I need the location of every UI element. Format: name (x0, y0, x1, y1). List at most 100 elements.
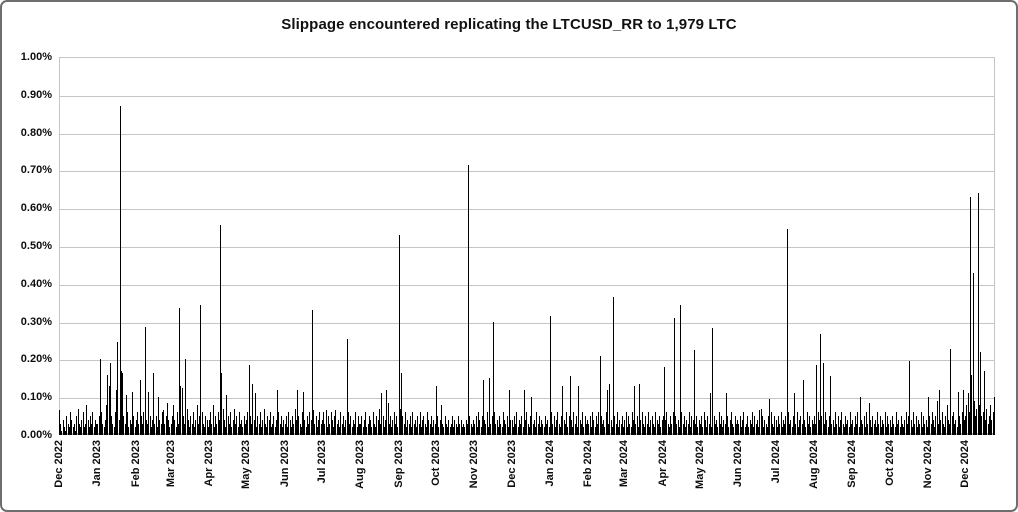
bar (484, 419, 486, 435)
bar (392, 419, 394, 435)
bar (342, 416, 344, 435)
bar (237, 427, 239, 435)
bar (987, 423, 989, 435)
bar (851, 423, 853, 435)
bar (385, 419, 387, 435)
bar (755, 423, 757, 435)
x-tick-label: Dec 2023 (505, 440, 518, 488)
bar (76, 416, 78, 435)
bar (101, 412, 103, 435)
bar (613, 297, 615, 435)
bar (226, 395, 228, 435)
bar (887, 416, 889, 435)
bar (645, 416, 647, 435)
bar (132, 391, 134, 435)
bar (63, 427, 65, 435)
bar (207, 427, 209, 435)
bar (817, 412, 819, 435)
bar (709, 393, 711, 435)
bar (818, 419, 820, 435)
bar (195, 419, 197, 435)
y-tick-label: 0.40% (20, 277, 52, 290)
bar (112, 423, 114, 435)
bar (181, 387, 183, 435)
bar (717, 427, 719, 435)
bar (742, 419, 744, 435)
bar (122, 372, 124, 435)
bar (738, 423, 740, 435)
bar (797, 427, 799, 435)
bar (614, 416, 616, 435)
bar (571, 419, 572, 435)
gridline (60, 360, 994, 362)
bar (309, 412, 311, 435)
bar (616, 412, 618, 435)
bar (504, 419, 506, 435)
bar (273, 416, 275, 435)
bar (609, 383, 611, 435)
bar (990, 404, 992, 435)
bar (490, 423, 492, 435)
bar (564, 423, 566, 435)
bar (65, 431, 67, 435)
bar (482, 380, 484, 435)
bar (176, 412, 178, 435)
bar (388, 423, 390, 435)
bar (764, 419, 766, 435)
bar (78, 423, 80, 435)
bar (562, 385, 564, 435)
bar (253, 419, 255, 435)
bar (655, 412, 657, 435)
bar (413, 423, 415, 435)
bar (382, 416, 384, 435)
bar (403, 423, 405, 435)
bar (535, 427, 537, 435)
bar (89, 416, 91, 435)
bar (894, 427, 896, 435)
bar (386, 389, 388, 435)
bar (422, 419, 424, 435)
bar (934, 427, 936, 435)
bar (479, 419, 481, 435)
bar (680, 304, 682, 435)
x-tick-label: Feb 2023 (129, 440, 142, 488)
bar (784, 423, 786, 435)
bar (785, 416, 787, 435)
bar (823, 423, 825, 435)
bar (453, 427, 455, 435)
bar (190, 416, 192, 435)
bar (807, 423, 809, 435)
bar (758, 427, 760, 435)
bar (191, 423, 193, 435)
bar (800, 416, 802, 435)
bar (168, 419, 170, 435)
bar (933, 419, 934, 435)
bar (744, 427, 746, 435)
bar (621, 416, 623, 435)
bar (412, 412, 414, 435)
bar (368, 416, 370, 435)
bar (320, 423, 322, 435)
bar (506, 416, 508, 435)
bar (583, 427, 585, 435)
y-tick-label: 0.60% (20, 202, 52, 215)
bar (750, 423, 752, 435)
bar (486, 412, 488, 435)
bar (377, 419, 379, 435)
y-tick-label: 1.00% (20, 51, 52, 63)
bar (527, 423, 529, 435)
y-tick-label: 0.10% (20, 391, 52, 404)
bar (801, 423, 803, 435)
bar (559, 427, 561, 435)
bar (450, 423, 452, 435)
bar (156, 427, 158, 435)
bar (366, 427, 368, 435)
bar (287, 427, 289, 435)
bar (756, 419, 758, 435)
bar (594, 427, 596, 435)
bar (169, 427, 171, 435)
bar (241, 419, 243, 435)
bar (913, 412, 915, 435)
bar (551, 412, 553, 435)
bar (161, 412, 163, 435)
